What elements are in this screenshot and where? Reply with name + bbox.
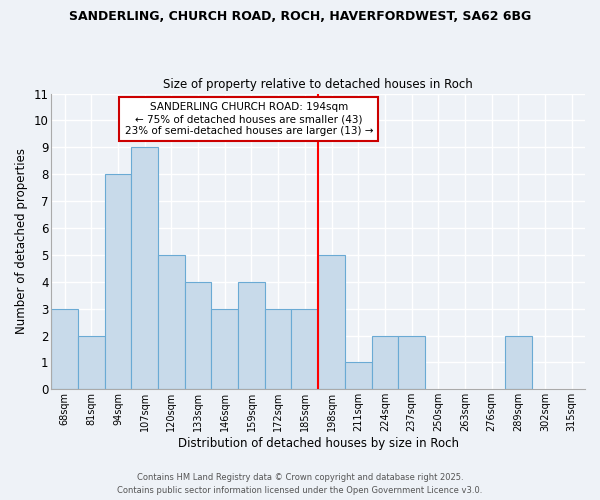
Bar <box>158 255 185 390</box>
Text: SANDERLING CHURCH ROAD: 194sqm
← 75% of detached houses are smaller (43)
23% of : SANDERLING CHURCH ROAD: 194sqm ← 75% of … <box>125 102 373 136</box>
Bar <box>398 336 425 390</box>
Bar <box>292 308 318 390</box>
Title: Size of property relative to detached houses in Roch: Size of property relative to detached ho… <box>163 78 473 91</box>
Bar <box>238 282 265 390</box>
X-axis label: Distribution of detached houses by size in Roch: Distribution of detached houses by size … <box>178 437 458 450</box>
Text: SANDERLING, CHURCH ROAD, ROCH, HAVERFORDWEST, SA62 6BG: SANDERLING, CHURCH ROAD, ROCH, HAVERFORD… <box>69 10 531 23</box>
Bar <box>265 308 292 390</box>
Bar <box>318 255 345 390</box>
Text: Contains HM Land Registry data © Crown copyright and database right 2025.
Contai: Contains HM Land Registry data © Crown c… <box>118 474 482 495</box>
Bar <box>131 148 158 390</box>
Bar <box>78 336 104 390</box>
Bar <box>505 336 532 390</box>
Bar <box>185 282 211 390</box>
Bar <box>345 362 371 390</box>
Bar <box>52 308 78 390</box>
Bar <box>371 336 398 390</box>
Bar <box>104 174 131 390</box>
Y-axis label: Number of detached properties: Number of detached properties <box>15 148 28 334</box>
Bar <box>211 308 238 390</box>
